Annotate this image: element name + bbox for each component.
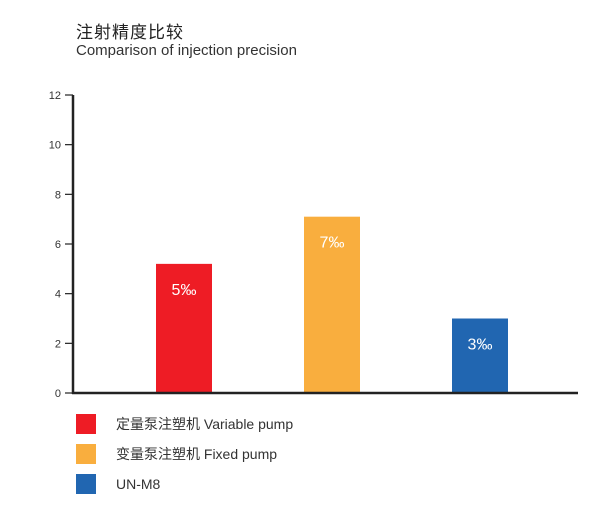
chart-subtitle: Comparison of injection precision: [76, 42, 297, 59]
legend-item: UN-M8: [76, 474, 293, 494]
bar-value-label: 3‰: [468, 337, 493, 354]
legend-swatch: [76, 414, 96, 434]
y-tick-label: 12: [49, 90, 61, 102]
y-tick-label: 10: [49, 140, 61, 152]
y-tick-label: 8: [55, 189, 61, 201]
legend-item: 变量泵注塑机 Fixed pump: [76, 444, 293, 464]
legend-label: 定量泵注塑机 Variable pump: [116, 416, 294, 432]
bars: [156, 216, 508, 393]
legend-swatch: [76, 474, 96, 494]
y-axis: 0 2 4 6 8 10 12: [49, 90, 75, 400]
legend-label: 变量泵注塑机 Fixed pump: [116, 446, 278, 462]
y-tick-label: 2: [55, 338, 61, 350]
legend-item: 定量泵注塑机 Variable pump: [76, 414, 293, 434]
bar-value-label: 7‰: [320, 235, 345, 252]
y-tick-label: 6: [55, 239, 61, 251]
bar: [304, 216, 360, 393]
legend-label: UN-M8: [116, 476, 161, 492]
bar-value-label: 5‰: [172, 282, 197, 299]
y-tick-label: 4: [55, 289, 61, 301]
chart-title: 注射精度比较: [76, 23, 184, 42]
legend: 定量泵注塑机 Variable pump 变量泵注塑机 Fixed pump U…: [76, 414, 293, 504]
legend-swatch: [76, 444, 96, 464]
bar: [156, 263, 212, 393]
bar: [452, 318, 508, 393]
data-labels: 5‰ 7‰ 3‰: [172, 235, 493, 354]
y-tick-label: 0: [55, 388, 61, 400]
